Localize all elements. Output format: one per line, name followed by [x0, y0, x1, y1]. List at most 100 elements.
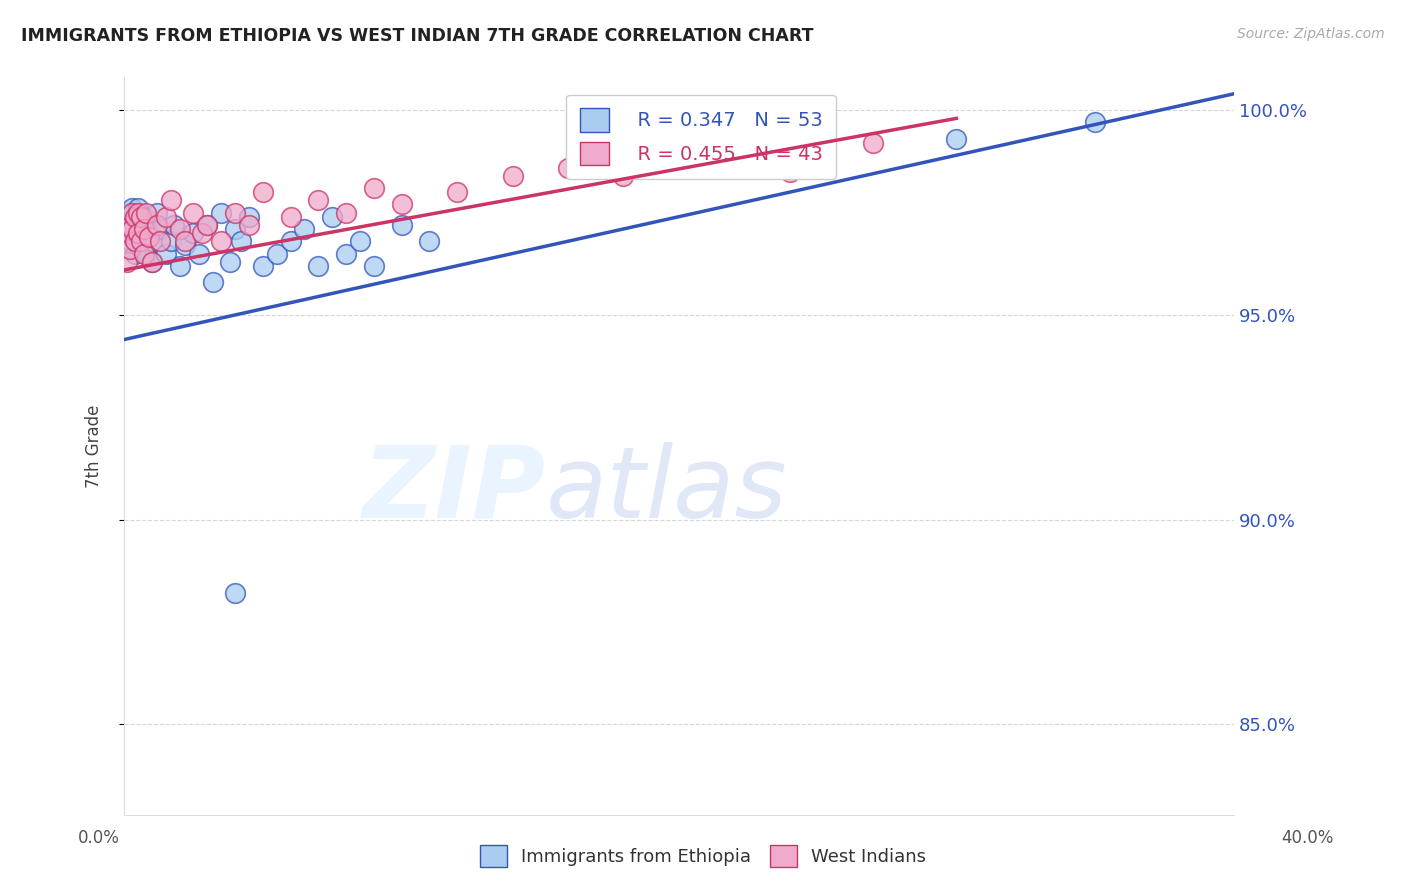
Point	[149, 234, 172, 248]
Point	[160, 234, 183, 248]
Point	[557, 161, 579, 175]
Point	[862, 136, 884, 150]
Point	[124, 210, 146, 224]
Point	[307, 259, 329, 273]
Point	[391, 218, 413, 232]
Point	[118, 234, 141, 248]
Point	[218, 254, 240, 268]
Point	[224, 586, 246, 600]
Point	[266, 246, 288, 260]
Point	[115, 226, 138, 240]
Point	[155, 210, 177, 224]
Point	[160, 194, 183, 208]
Point	[124, 234, 146, 248]
Point	[183, 205, 205, 219]
Text: 0.0%: 0.0%	[77, 829, 120, 847]
Point	[612, 169, 634, 183]
Point	[349, 234, 371, 248]
Legend:   R = 0.347   N = 53,   R = 0.455   N = 43: R = 0.347 N = 53, R = 0.455 N = 43	[567, 95, 837, 179]
Point	[127, 202, 149, 216]
Point	[169, 222, 191, 236]
Text: atlas: atlas	[546, 442, 787, 539]
Point	[155, 246, 177, 260]
Point	[195, 218, 218, 232]
Point	[121, 213, 143, 227]
Point	[118, 218, 141, 232]
Point	[363, 259, 385, 273]
Point	[945, 132, 967, 146]
Point	[132, 243, 155, 257]
Point	[146, 218, 169, 232]
Point	[118, 243, 141, 257]
Point	[163, 218, 186, 232]
Text: Source: ZipAtlas.com: Source: ZipAtlas.com	[1237, 27, 1385, 41]
Point	[127, 226, 149, 240]
Point	[141, 234, 163, 248]
Point	[363, 181, 385, 195]
Point	[188, 246, 211, 260]
Point	[238, 210, 260, 224]
Point	[238, 218, 260, 232]
Point	[124, 218, 146, 232]
Point	[307, 194, 329, 208]
Point	[169, 259, 191, 273]
Point	[668, 153, 690, 167]
Point	[191, 226, 214, 240]
Point	[135, 246, 157, 260]
Point	[138, 226, 160, 240]
Point	[129, 210, 152, 224]
Point	[127, 213, 149, 227]
Point	[115, 254, 138, 268]
Point	[132, 222, 155, 236]
Point	[127, 238, 149, 252]
Point	[135, 218, 157, 232]
Point	[118, 205, 141, 219]
Point	[138, 230, 160, 244]
Point	[294, 222, 316, 236]
Point	[502, 169, 524, 183]
Point	[224, 205, 246, 219]
Point	[335, 246, 357, 260]
Point	[391, 197, 413, 211]
Point	[129, 234, 152, 248]
Point	[209, 234, 232, 248]
Y-axis label: 7th Grade: 7th Grade	[86, 404, 103, 488]
Point	[149, 222, 172, 236]
Point	[146, 205, 169, 219]
Point	[321, 210, 343, 224]
Point	[446, 185, 468, 199]
Legend: Immigrants from Ethiopia, West Indians: Immigrants from Ethiopia, West Indians	[472, 838, 934, 874]
Point	[118, 222, 141, 236]
Point	[723, 153, 745, 167]
Point	[141, 254, 163, 268]
Point	[183, 226, 205, 240]
Point	[252, 185, 274, 199]
Point	[135, 205, 157, 219]
Point	[132, 210, 155, 224]
Point	[195, 218, 218, 232]
Point	[418, 234, 440, 248]
Point	[115, 218, 138, 232]
Point	[252, 259, 274, 273]
Text: 40.0%: 40.0%	[1281, 829, 1334, 847]
Point	[174, 234, 197, 248]
Point	[121, 202, 143, 216]
Point	[121, 230, 143, 244]
Point	[201, 275, 224, 289]
Point	[129, 234, 152, 248]
Point	[127, 205, 149, 219]
Point	[174, 238, 197, 252]
Point	[335, 205, 357, 219]
Point	[229, 234, 252, 248]
Point	[280, 234, 302, 248]
Point	[209, 205, 232, 219]
Point	[224, 222, 246, 236]
Point	[280, 210, 302, 224]
Point	[124, 226, 146, 240]
Text: IMMIGRANTS FROM ETHIOPIA VS WEST INDIAN 7TH GRADE CORRELATION CHART: IMMIGRANTS FROM ETHIOPIA VS WEST INDIAN …	[21, 27, 814, 45]
Point	[115, 210, 138, 224]
Point	[129, 222, 152, 236]
Point	[1084, 115, 1107, 129]
Point	[124, 246, 146, 260]
Point	[121, 222, 143, 236]
